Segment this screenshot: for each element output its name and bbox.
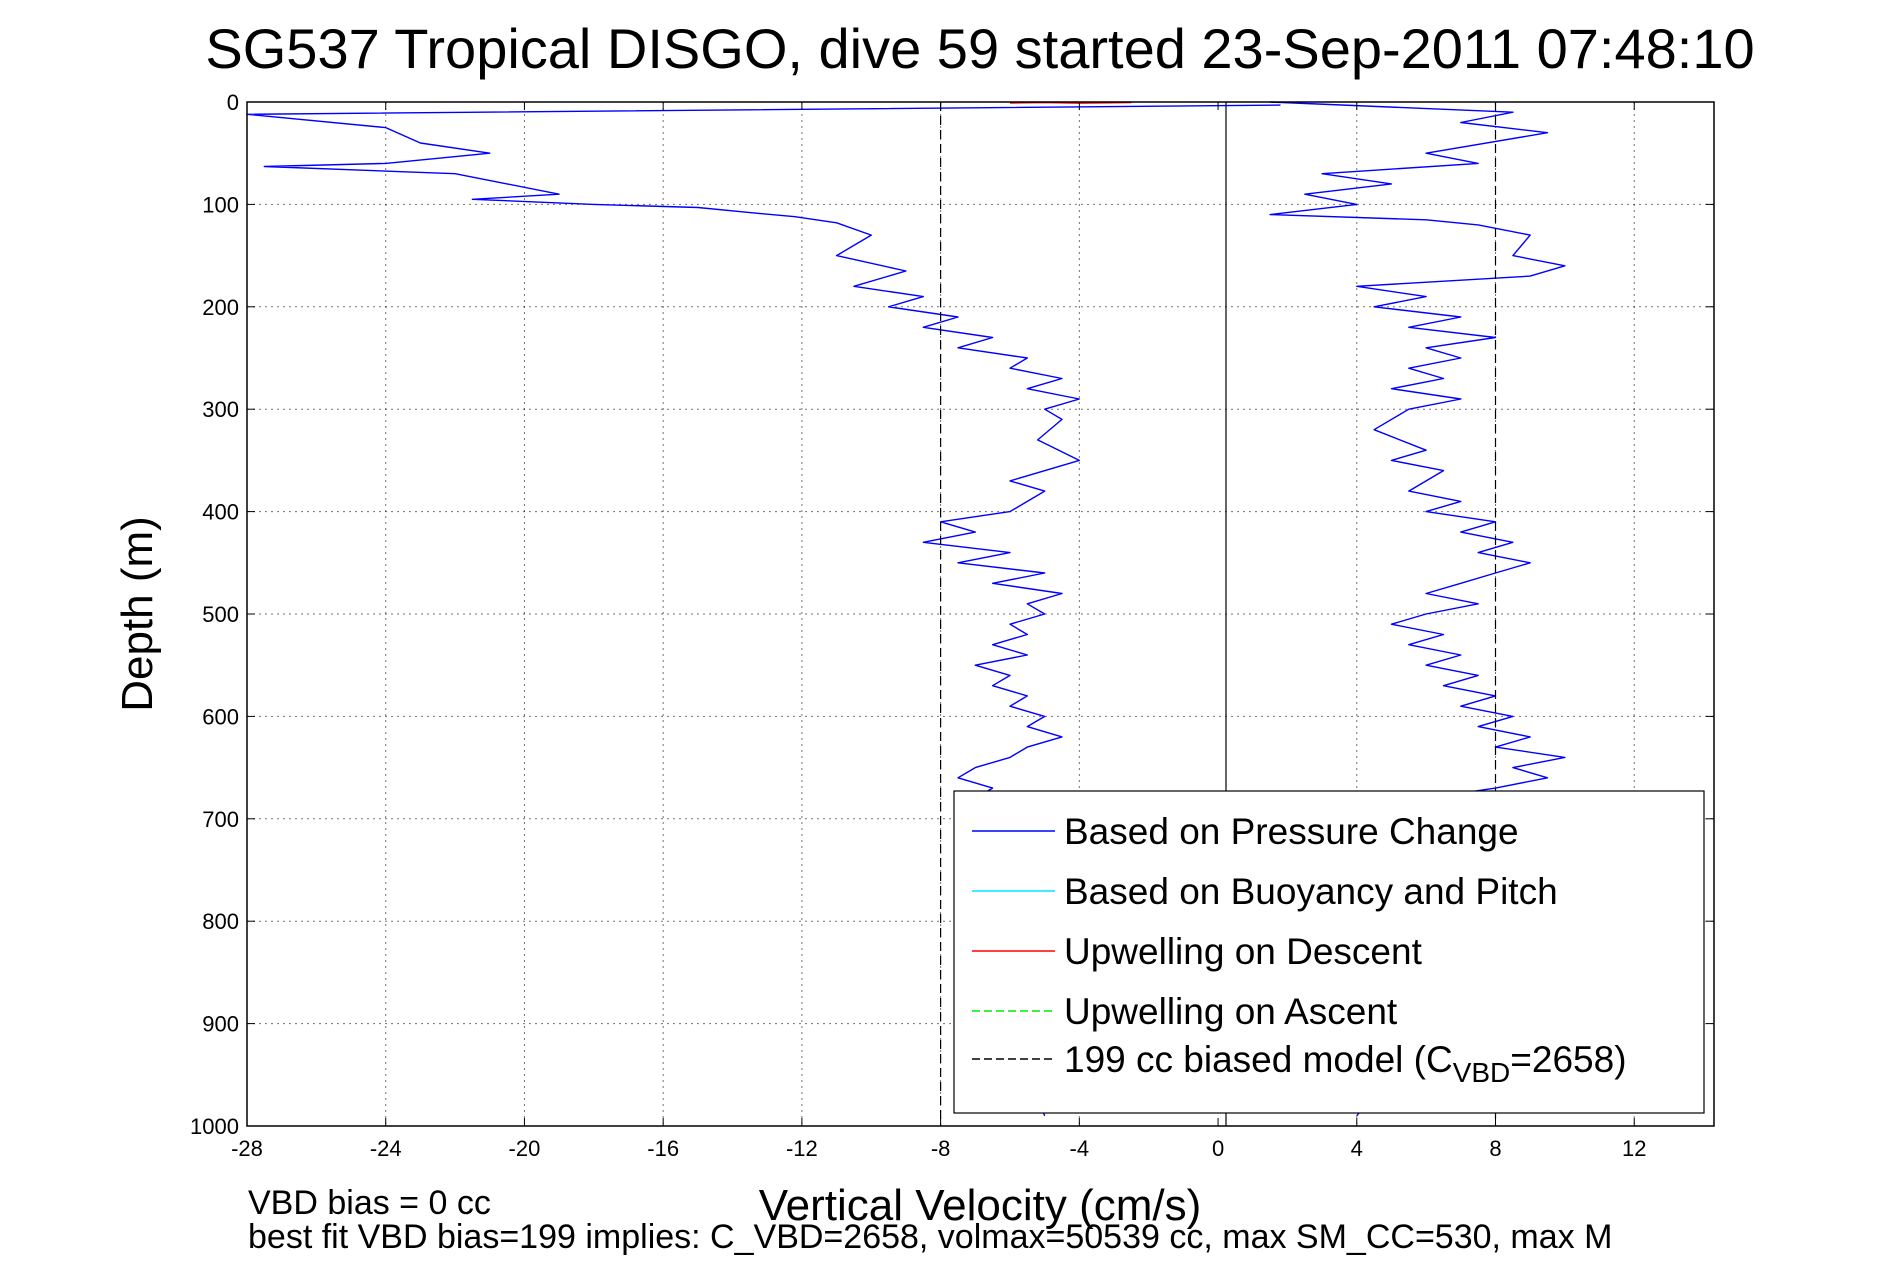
- legend-label-3: Upwelling on Ascent: [1064, 991, 1398, 1032]
- y-tick-label: 900: [202, 1012, 239, 1037]
- y-tick-label: 600: [202, 704, 239, 729]
- legend-label-subscript: VBD: [1453, 1057, 1511, 1088]
- y-tick-label: 300: [202, 397, 239, 422]
- y-tick-label: 0: [227, 90, 239, 115]
- footer-vbd-bias: VBD bias = 0 cc: [248, 1184, 491, 1222]
- legend-label-1: Based on Buoyancy and Pitch: [1064, 871, 1558, 912]
- x-tick-label: -28: [231, 1136, 263, 1161]
- x-tick-label: -24: [370, 1136, 402, 1161]
- legend-label-2: Upwelling on Descent: [1064, 931, 1423, 972]
- x-tick-label: 4: [1351, 1136, 1363, 1161]
- x-tick-label: 8: [1489, 1136, 1501, 1161]
- y-tick-label: 1000: [190, 1114, 239, 1139]
- footer-best-fit: best fit VBD bias=199 implies: C_VBD=265…: [248, 1218, 1612, 1256]
- x-tick-label: 0: [1212, 1136, 1224, 1161]
- x-tick-label: -16: [647, 1136, 679, 1161]
- legend-label-tail: =2658): [1510, 1039, 1626, 1080]
- y-tick-label: 700: [202, 807, 239, 832]
- y-tick-label: 200: [202, 295, 239, 320]
- x-tick-label: -8: [931, 1136, 951, 1161]
- plot-series: [246, 101, 1566, 1126]
- x-axis-ticks: -28 -24 -20 -16 -12 -8 -4 0 4 8 12: [231, 102, 1646, 1161]
- y-tick-label: 500: [202, 602, 239, 627]
- y-axis-ticks: 0 100 200 300 400 500 600 700 800 900 1000: [190, 90, 1714, 1139]
- x-axis-label: Vertical Velocity (cm/s): [759, 1181, 1202, 1230]
- y-axis-label: Depth (m): [113, 516, 162, 712]
- legend-label-0: Based on Pressure Change: [1064, 811, 1519, 852]
- y-tick-label: 800: [202, 909, 239, 934]
- chart-title: SG537 Tropical DISGO, dive 59 started 23…: [205, 17, 1754, 80]
- y-tick-label: 100: [202, 192, 239, 217]
- legend-box: [953, 790, 1705, 1114]
- legend-label-4: 199 cc biased model (CVBD=2658): [1064, 1039, 1627, 1088]
- x-tick-label: -20: [509, 1136, 541, 1161]
- x-tick-label: -12: [786, 1136, 818, 1161]
- y-tick-label: 400: [202, 500, 239, 525]
- x-tick-label: 12: [1622, 1136, 1646, 1161]
- legend-label-main: 199 cc biased model (C: [1064, 1039, 1453, 1080]
- series-line-1: [1269, 101, 1566, 1117]
- legend: Based on Pressure Change Based on Buoyanc…: [953, 790, 1705, 1114]
- series-line-0: [246, 104, 1281, 1117]
- x-tick-label: -4: [1070, 1136, 1090, 1161]
